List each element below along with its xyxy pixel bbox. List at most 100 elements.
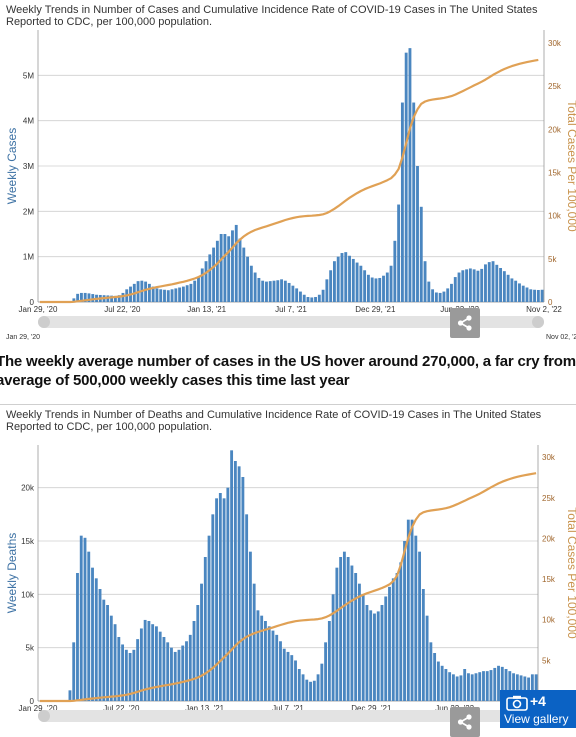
chart-panel-cases: Weekly Trends in Number of Cases and Cum… xyxy=(0,0,576,345)
y-tick-label: 20k xyxy=(21,484,35,493)
bar xyxy=(411,520,414,701)
bar xyxy=(87,552,90,701)
bar xyxy=(526,287,529,302)
bar xyxy=(337,257,340,302)
bar xyxy=(363,270,366,302)
x-tick-label: Dec 29, '21 xyxy=(355,305,396,314)
bar xyxy=(273,281,276,302)
gallery-label: View gallery xyxy=(504,712,568,726)
bar xyxy=(375,278,378,302)
bar xyxy=(294,660,297,701)
bar xyxy=(99,589,102,701)
bar xyxy=(325,279,328,302)
bar xyxy=(241,477,244,701)
bar xyxy=(388,587,391,701)
bar xyxy=(396,573,399,701)
bar xyxy=(407,520,410,701)
bar xyxy=(493,668,496,701)
bar xyxy=(386,273,389,302)
bar xyxy=(442,292,445,302)
bar xyxy=(510,278,513,302)
bar xyxy=(302,674,305,701)
bar xyxy=(356,263,359,302)
bar xyxy=(384,596,387,701)
bar xyxy=(514,281,517,302)
x-tick-label: Nov 2, '22 xyxy=(526,305,562,314)
bar xyxy=(208,254,211,302)
bar xyxy=(205,261,208,302)
bar xyxy=(484,264,487,302)
y2-tick-label: 25k xyxy=(542,494,556,503)
bar xyxy=(486,671,489,701)
bar xyxy=(170,648,173,701)
bar xyxy=(435,292,438,302)
bar xyxy=(197,277,200,302)
bar xyxy=(537,290,540,302)
bar xyxy=(264,621,267,701)
bar xyxy=(211,514,214,701)
bar xyxy=(429,642,432,701)
bar xyxy=(458,273,461,302)
bar xyxy=(166,642,169,701)
bar xyxy=(307,297,310,302)
bar xyxy=(309,682,312,701)
share-icon xyxy=(456,713,474,731)
bar xyxy=(186,285,189,302)
bar xyxy=(329,270,332,302)
bar xyxy=(245,514,248,701)
y-tick-label: 4M xyxy=(23,117,34,126)
y-tick-label: 2M xyxy=(23,207,34,216)
bar xyxy=(541,290,544,302)
bar xyxy=(171,289,174,302)
bar xyxy=(72,642,75,701)
bar xyxy=(212,248,215,302)
bar xyxy=(250,266,253,302)
bar xyxy=(106,605,109,701)
bar xyxy=(503,271,506,302)
bar xyxy=(276,280,279,302)
x-tick-label: Jul 22, '20 xyxy=(104,305,141,314)
bar xyxy=(341,253,344,302)
bar xyxy=(366,605,369,701)
bar xyxy=(437,662,440,701)
bar xyxy=(439,293,442,302)
bar xyxy=(424,261,427,302)
headline-line-2: average of 500,000 weekly cases this tim… xyxy=(0,371,576,390)
share-button[interactable] xyxy=(450,308,480,338)
bar xyxy=(403,541,406,701)
bar xyxy=(507,275,510,302)
bar xyxy=(358,584,361,701)
bar xyxy=(378,278,381,302)
bar xyxy=(159,289,162,302)
bar xyxy=(448,672,451,701)
bar xyxy=(412,103,415,302)
bar xyxy=(461,270,464,302)
share-button[interactable] xyxy=(450,707,480,737)
bar xyxy=(178,287,181,302)
bar xyxy=(339,557,342,701)
bar xyxy=(318,295,321,302)
bar xyxy=(362,594,365,701)
bar xyxy=(269,281,272,302)
bar xyxy=(416,166,419,302)
bar xyxy=(475,673,478,701)
bar xyxy=(441,666,444,701)
bar xyxy=(216,241,219,302)
bar xyxy=(219,493,222,701)
bar xyxy=(260,616,263,701)
bar xyxy=(196,605,199,701)
bar xyxy=(253,584,256,701)
bar xyxy=(295,288,298,302)
view-gallery-button[interactable]: +4 View gallery xyxy=(500,690,576,728)
bar xyxy=(174,652,177,701)
y-tick-label: 5k xyxy=(26,644,35,653)
bar xyxy=(324,642,327,701)
bar xyxy=(265,282,268,302)
bar xyxy=(91,568,94,701)
bar xyxy=(409,48,412,302)
bar xyxy=(163,290,166,302)
bar xyxy=(347,557,350,701)
bar xyxy=(454,277,457,302)
